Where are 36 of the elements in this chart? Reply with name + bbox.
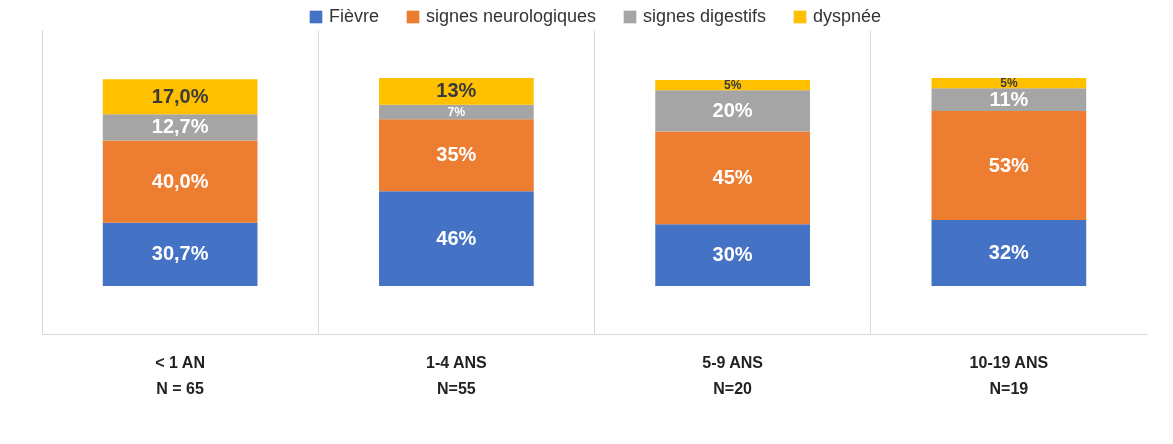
bar [379,78,534,105]
bar [655,224,810,286]
bar [102,79,258,115]
data-label: 35% [436,143,477,166]
x-tick-label: 5-9 ANS N=20 [702,353,764,397]
bar [379,119,534,192]
data-label: 5% [723,78,742,93]
bar [655,80,810,91]
data-label: 46% [436,226,477,249]
bar [379,104,534,120]
x-tick-label: 10-19 ANS N=19 [969,353,1049,397]
bar [931,88,1087,111]
bar [102,222,258,286]
legend-label: dyspnée [813,6,882,26]
legend-label: Fièvre [329,6,380,26]
data-label: 40,0% [151,169,209,192]
x-tick-label: < 1 AN N = 65 [155,353,205,397]
data-label: 20% [712,98,753,121]
data-label: 32% [988,241,1030,264]
x-tick-label: 1-4 ANS N=55 [425,353,488,397]
legend-label: signes neurologiques [426,6,597,26]
data-label: 30,7% [151,242,209,265]
bar [655,90,810,132]
data-label: 45% [712,165,753,188]
legend-label: signes digestifs [643,6,767,26]
data-label: 53% [988,153,1030,176]
data-label: 12,7% [151,115,209,138]
bar [655,131,810,225]
data-label: 30% [712,243,753,266]
data-label: 13% [436,79,477,102]
bar [379,191,534,286]
bar [931,110,1087,221]
data-label: 7% [447,104,466,119]
bar [102,140,258,223]
data-label: 17,0% [151,84,209,107]
bar [931,220,1087,286]
